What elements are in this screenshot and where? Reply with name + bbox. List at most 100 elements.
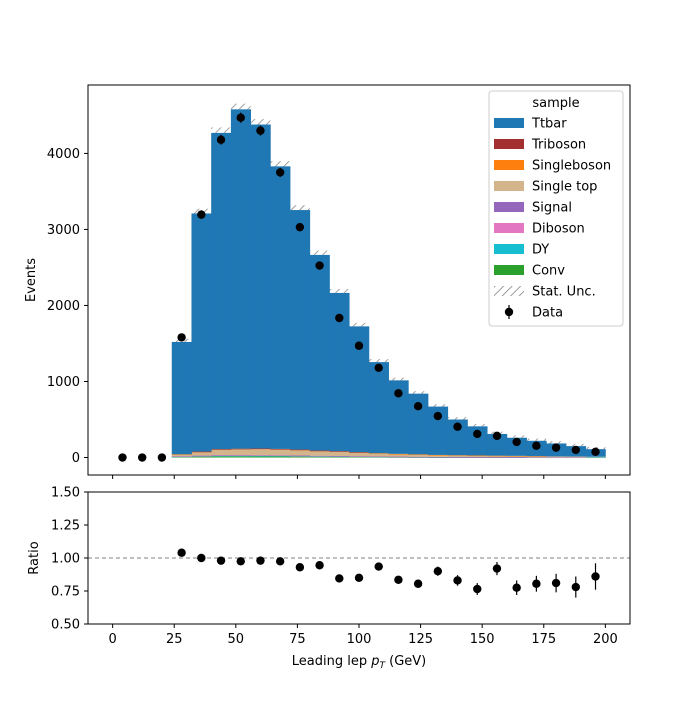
data-point <box>256 126 265 135</box>
y-tick-label: 1.00 <box>51 552 80 567</box>
histogram-bar <box>467 455 488 458</box>
histogram-bar <box>290 449 311 451</box>
stat-unc-band <box>427 404 448 407</box>
legend-label: Triboson <box>531 138 586 153</box>
main-y-ticks: 0 1000 2000 3000 4000 <box>47 147 88 466</box>
histogram-bar <box>526 456 547 457</box>
legend-swatch <box>494 118 524 128</box>
legend-item: Diboson <box>494 222 585 237</box>
ratio-y-axis-title: Ratio <box>27 541 42 574</box>
ratio-y-ticks: 0.50 0.75 1.00 1.25 1.50 <box>51 486 88 633</box>
histogram-bar <box>230 449 251 456</box>
histogram-bar <box>191 455 212 457</box>
histogram-bar <box>290 456 311 458</box>
histogram-bar <box>230 455 251 456</box>
ratio-point <box>453 576 462 585</box>
data-point <box>532 441 541 450</box>
histogram-bar <box>171 456 192 458</box>
histogram-bar <box>546 457 567 458</box>
legend-swatch <box>494 160 524 170</box>
histogram-bar <box>368 456 389 457</box>
histogram-bar <box>309 450 330 456</box>
legend-swatch <box>494 244 524 254</box>
ratio-point <box>492 564 502 573</box>
ratio-point <box>216 556 226 565</box>
stat-unc-band <box>447 417 468 420</box>
x-tick-label: 150 <box>470 632 495 647</box>
histogram-bar <box>368 362 389 454</box>
histogram-bar <box>230 455 251 457</box>
histogram-bar <box>211 449 232 450</box>
histogram-bar <box>270 456 291 458</box>
data-point <box>473 429 482 439</box>
histogram-bar <box>171 456 192 457</box>
histogram-bar <box>487 433 508 456</box>
histogram-bar <box>487 455 508 457</box>
legend-item: Single top <box>494 180 597 195</box>
histogram-bar <box>447 455 468 457</box>
ratio-point <box>532 579 541 588</box>
data-point <box>177 333 186 342</box>
histogram-bar <box>230 109 251 449</box>
histogram-bar <box>467 455 488 457</box>
x-tick-label: 125 <box>408 632 433 647</box>
legend-label: Ttbar <box>531 117 567 132</box>
y-tick-label: 0.75 <box>51 585 80 600</box>
histogram-bar <box>368 453 389 457</box>
legend-swatch <box>494 265 524 275</box>
histogram-bar <box>487 457 508 458</box>
histogram-bar <box>506 455 527 458</box>
legend-label: Conv <box>532 264 565 279</box>
data-point <box>197 210 206 219</box>
data-point <box>413 401 423 411</box>
legend-item: Conv <box>494 264 565 279</box>
histogram-bar <box>211 455 232 457</box>
series-triboson <box>191 448 370 453</box>
data-point <box>157 453 167 462</box>
histogram-bar <box>270 166 291 449</box>
histogram-bar <box>211 456 232 458</box>
data-point <box>315 261 324 270</box>
histogram-bar <box>191 451 212 453</box>
histogram-bar <box>565 457 587 458</box>
ratio-point <box>591 572 600 581</box>
y-tick-label: 1000 <box>47 375 80 390</box>
data-point <box>138 453 147 462</box>
histogram-bar <box>329 451 350 452</box>
histogram-bar <box>290 210 311 450</box>
histogram-bar <box>349 452 370 457</box>
ratio-point <box>374 562 383 571</box>
histogram-bar <box>349 452 370 453</box>
histogram-bar <box>230 448 251 450</box>
histogram-bar <box>427 455 449 457</box>
histogram-bar <box>388 456 409 458</box>
ratio-point <box>275 557 285 566</box>
ratio-point <box>394 575 403 584</box>
histogram-bar <box>171 341 192 455</box>
histogram-bar <box>388 457 409 458</box>
data-point <box>118 453 127 462</box>
histogram-bar <box>388 380 409 454</box>
data-point <box>394 389 403 398</box>
histogram-bar <box>388 453 409 455</box>
legend-label: Diboson <box>532 222 585 237</box>
histogram-bar <box>250 456 271 458</box>
legend-hatch <box>494 286 524 296</box>
ratio-point <box>315 561 324 570</box>
legend-item: Signal <box>494 201 572 216</box>
histogram-bar <box>211 449 232 456</box>
legend-swatch <box>494 223 524 233</box>
histogram-bar <box>211 455 232 456</box>
ratio-point <box>256 556 265 565</box>
histogram-bar <box>191 213 212 452</box>
legend-title: sample <box>532 96 579 111</box>
histogram-bar <box>270 455 291 456</box>
histogram-bar <box>309 450 330 452</box>
ratio-x-ticks: 0 25 50 75 100 125 150 175 200 <box>108 624 618 647</box>
histogram-bar <box>349 326 370 453</box>
stat-unc-band <box>250 118 271 125</box>
y-tick-label: 4000 <box>47 147 80 162</box>
y-tick-label: 0 <box>72 451 80 466</box>
x-tick-label: 75 <box>289 632 306 647</box>
ratio-point <box>354 573 364 582</box>
